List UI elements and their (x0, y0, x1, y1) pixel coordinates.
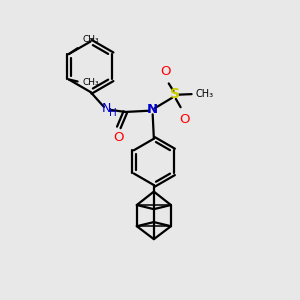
Text: H: H (109, 108, 117, 118)
Text: CH₃: CH₃ (82, 35, 99, 44)
Text: O: O (160, 65, 170, 78)
Text: CH₃: CH₃ (82, 78, 99, 87)
Text: O: O (179, 112, 189, 126)
Text: CH₃: CH₃ (195, 89, 213, 99)
Text: N: N (102, 102, 112, 115)
Text: S: S (170, 87, 180, 101)
Text: O: O (113, 131, 124, 144)
Text: N: N (147, 103, 158, 116)
